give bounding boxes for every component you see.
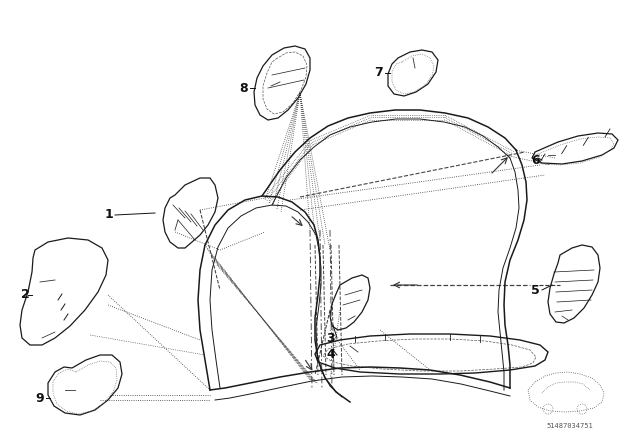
Text: 51487034751: 51487034751 bbox=[547, 423, 593, 429]
Text: 4: 4 bbox=[326, 349, 335, 362]
Text: 3: 3 bbox=[326, 332, 335, 345]
Text: 5: 5 bbox=[531, 284, 540, 297]
Text: 6: 6 bbox=[531, 154, 540, 167]
Text: 9: 9 bbox=[35, 392, 44, 405]
Text: 1: 1 bbox=[104, 208, 113, 221]
Text: 7: 7 bbox=[374, 66, 383, 79]
Text: 8: 8 bbox=[239, 82, 248, 95]
Text: 2: 2 bbox=[21, 289, 30, 302]
